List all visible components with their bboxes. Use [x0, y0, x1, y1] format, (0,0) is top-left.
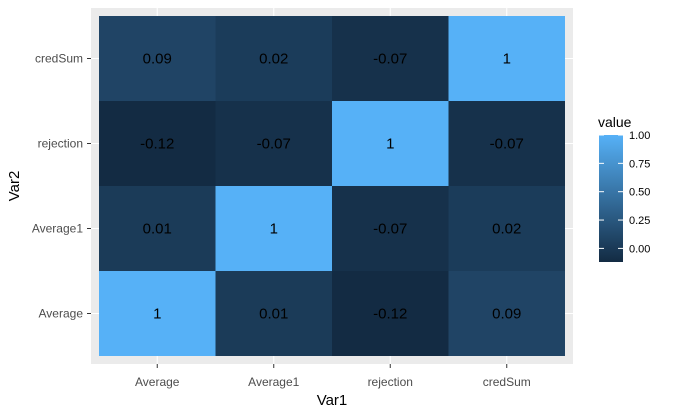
x-axis-title: Var1: [317, 392, 348, 409]
y-tick-label: Average: [39, 307, 84, 321]
heatmap-cell: [99, 16, 216, 101]
cell-value-label: -0.12: [373, 306, 407, 323]
cell-value-label: -0.07: [373, 51, 407, 68]
x-tick-label: credSum: [483, 375, 531, 389]
cell-value-label: 0.01: [143, 221, 172, 238]
cell-value-label: 0.02: [259, 51, 288, 68]
legend-tick-label: 0.00: [629, 243, 650, 255]
cell-value-label: 0.02: [492, 221, 521, 238]
legend-tick-label: 0.25: [629, 215, 650, 227]
x-tick-label: rejection: [368, 375, 413, 389]
heatmap-cell: [99, 271, 216, 356]
legend-colorbar: [599, 135, 623, 262]
heatmap-cell: [332, 16, 449, 101]
x-tick-label: Average1: [248, 375, 299, 389]
heatmap-cell-labels: 1 0.01 -0.12 0.09 0.01 1 -0.07 0.02 -0.12 -0.07 1 -…: [140, 51, 524, 323]
y-tick-label: Average1: [32, 222, 83, 236]
heatmap-cell: [332, 271, 449, 356]
y-axis-title: Var2: [6, 171, 23, 202]
heatmap-cell: [332, 101, 449, 186]
x-tick-label: Average: [135, 375, 180, 389]
cell-value-label: 0.09: [143, 51, 172, 68]
heatmap-cell: [448, 16, 565, 101]
legend: value 1.00 0.75 0.50 0.25 0.00: [598, 114, 650, 262]
legend-tick-label: 0.50: [629, 187, 650, 199]
heatmap-cell: [215, 186, 332, 271]
y-axis-ticks: Average Average1 rejection credSum: [32, 52, 91, 321]
cell-value-label: 0.01: [259, 306, 288, 323]
heatmap-cell: [332, 186, 449, 271]
cell-value-label: -0.07: [490, 136, 524, 153]
legend-ticks: 1.00 0.75 0.50 0.25 0.00: [599, 130, 650, 255]
heatmap-cell: [215, 16, 332, 101]
cell-value-label: 1: [386, 136, 394, 153]
y-tick-label: rejection: [38, 137, 83, 151]
heatmap-cell: [215, 101, 332, 186]
y-tick-label: credSum: [35, 52, 83, 66]
heatmap-cell: [448, 101, 565, 186]
cell-value-label: 0.09: [492, 306, 521, 323]
cell-value-label: -0.07: [373, 221, 407, 238]
cell-value-label: 1: [270, 221, 278, 238]
heatmap-cell: [215, 271, 332, 356]
cell-value-label: 1: [503, 51, 511, 68]
heatmap-cell: [99, 186, 216, 271]
cell-value-label: -0.12: [140, 136, 174, 153]
legend-tick-label: 1.00: [629, 130, 650, 142]
heatmap-cell: [99, 101, 216, 186]
heatmap-cells: [99, 16, 565, 356]
x-axis-ticks: Average Average1 rejection credSum: [135, 364, 531, 389]
legend-tick-label: 0.75: [629, 158, 650, 170]
heatmap-cell: [448, 186, 565, 271]
cell-value-label: 1: [153, 306, 161, 323]
legend-title: value: [598, 114, 632, 130]
cell-value-label: -0.07: [257, 136, 291, 153]
heatmap-cell: [448, 271, 565, 356]
